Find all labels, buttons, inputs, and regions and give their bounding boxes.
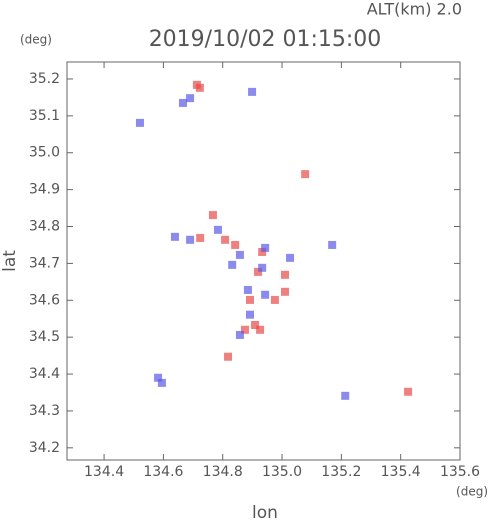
echo-point [135,118,144,127]
echo-point [254,267,263,276]
echo-point [157,378,166,387]
echo-point [224,352,233,361]
y-tick-label: 34.8 [29,219,60,235]
x-tick-label: 135.4 [381,464,421,480]
echo-point [240,325,249,334]
echo-point [286,253,295,262]
echo-point [243,285,252,294]
echo-point [251,320,260,329]
x-tick-label: 135.0 [262,464,302,480]
echo-point [231,240,240,249]
echo-point [258,247,267,256]
echo-point [196,233,205,242]
echo-point [195,83,204,92]
echo-point [221,235,230,244]
echo-point [186,94,195,103]
echo-point [208,211,217,220]
echo-point [228,260,237,269]
y-tick-label: 34.2 [29,440,60,456]
x-unit: (deg) [456,485,488,499]
altitude-label: ALT(km) 2.0 [367,0,462,19]
y-tick-label: 34.9 [29,182,60,198]
y-tick-label: 34.3 [29,403,60,419]
echo-point [404,387,413,396]
y-tick-label: 34.5 [29,329,60,345]
y-tick-label: 35.0 [29,145,60,161]
y-unit: (deg) [20,33,52,47]
x-tick-label: 134.6 [143,464,183,480]
echo-point [341,391,350,400]
y-tick-label: 35.2 [29,71,60,87]
echo-point [281,270,290,279]
echo-point [281,287,290,296]
echo-point [261,243,270,252]
echo-point [213,225,222,234]
x-tick-label: 135.2 [321,464,361,480]
y-tick-label: 34.7 [29,255,60,271]
x-tick-label: 135.6 [440,464,480,480]
chart-title: 2019/10/02 01:15:00 [149,27,382,52]
echo-point [301,170,310,179]
x-tick-label: 134.8 [203,464,243,480]
echo-point [248,87,257,96]
x-tick-label: 134.4 [84,464,124,480]
echo-point [246,295,255,304]
y-tick-label: 35.1 [29,108,60,124]
echo-point [170,232,179,241]
echo-point [154,373,163,382]
echo-point [178,98,187,107]
echo-point [261,290,270,299]
plot-frame [66,61,461,461]
y-axis-label: lat [0,250,20,272]
echo-point [256,325,265,334]
echo-point [258,263,267,272]
x-axis-label: lon [252,503,278,521]
y-tick-label: 34.6 [29,292,60,308]
echo-point [235,250,244,259]
echo-point [235,330,244,339]
y-tick-label: 34.4 [29,366,60,382]
echo-point [246,310,255,319]
echo-point [270,295,279,304]
echo-point [328,240,337,249]
echo-point [186,235,195,244]
